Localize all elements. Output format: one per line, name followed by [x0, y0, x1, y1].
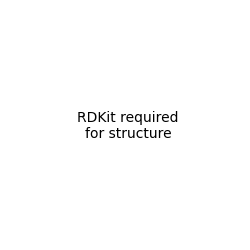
Text: RDKit required
for structure: RDKit required for structure: [78, 111, 179, 141]
